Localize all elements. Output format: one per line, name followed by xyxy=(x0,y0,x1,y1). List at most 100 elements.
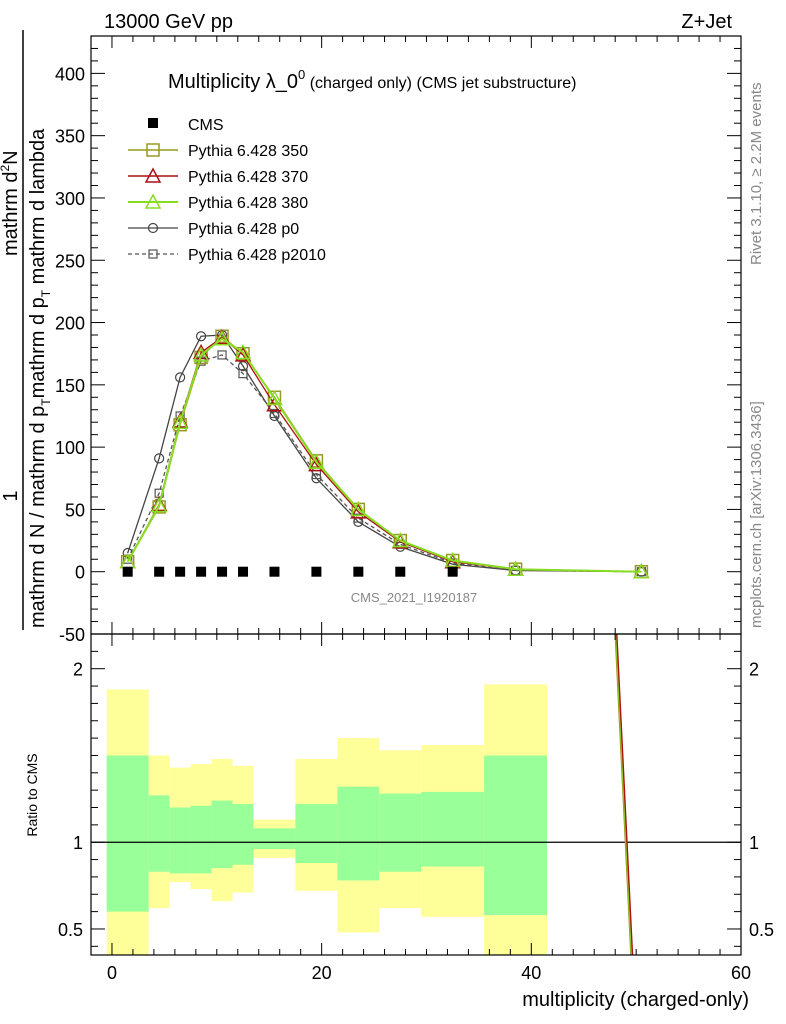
ratio-band-inner xyxy=(337,786,380,881)
data-point-p380 xyxy=(192,346,210,362)
data-point-cms xyxy=(238,566,249,577)
legend-cms-label: CMS xyxy=(188,117,224,134)
side-text-top: Rivet 3.1.10, ≥ 2.2M events xyxy=(748,83,765,266)
series-line-p370 xyxy=(127,336,642,573)
data-point-cms xyxy=(353,566,364,577)
ratio-band-inner xyxy=(232,804,254,865)
data-point-p380 xyxy=(308,453,325,469)
ratio-band-inner xyxy=(295,804,338,864)
main-title-sup: 0 xyxy=(298,67,305,82)
ratio-band-inner xyxy=(106,755,149,912)
main-title-suffix: (charged only) (CMS jet substructure) xyxy=(305,75,576,92)
data-point-p350 xyxy=(152,500,166,514)
legend-p350-marker xyxy=(146,143,160,157)
legend-p350-label: Pythia 6.428 350 xyxy=(188,143,308,160)
ylabel-top-a: mathrm d xyxy=(0,172,22,256)
data-point-p380 xyxy=(213,330,231,346)
data-point-p0 xyxy=(195,331,207,342)
ylabel-den-c: mathrm d lambda xyxy=(27,128,49,290)
data-point-p380 xyxy=(507,560,524,576)
x-tick-label: 20 xyxy=(312,963,332,983)
data-point-cms xyxy=(217,566,228,577)
ratio-band-inner xyxy=(169,807,191,874)
legend-cms-marker xyxy=(148,118,158,128)
data-point-cms xyxy=(447,566,458,577)
series-line-p2010 xyxy=(127,354,642,573)
main-y-tick-label: 150 xyxy=(55,376,85,396)
ylabel-sub-t2: T xyxy=(39,289,53,297)
legend-p0-marker xyxy=(147,222,159,234)
ratio-band-inner xyxy=(190,805,212,874)
ylabel-top-sup: 2 xyxy=(0,165,12,172)
ylabel-den-a: mathrm d N / mathrm d p xyxy=(27,406,49,628)
data-point-p2010 xyxy=(238,369,248,379)
watermark: CMS_2021_I1920187 xyxy=(351,590,478,605)
data-point-p370 xyxy=(308,455,325,472)
header-left: 13000 GeV pp xyxy=(104,11,233,33)
ratio-mc-line xyxy=(614,634,632,955)
data-point-cms xyxy=(395,566,406,577)
data-point-p0 xyxy=(154,453,165,464)
main-y-tick-label: 400 xyxy=(55,64,85,84)
series-line-p0 xyxy=(127,334,642,573)
data-point-cms xyxy=(154,566,165,577)
data-point-cms xyxy=(269,566,280,577)
ratio-band-inner xyxy=(379,793,422,872)
legend-p0-label: Pythia 6.428 p0 xyxy=(188,221,299,238)
data-point-p380 xyxy=(266,389,283,406)
ratio-y-tick-label-left: 2 xyxy=(73,660,83,680)
legend-p380-label: Pythia 6.428 380 xyxy=(188,195,308,212)
ratio-y-tick-label-right: 1 xyxy=(749,833,759,853)
x-tick-label: 40 xyxy=(521,963,541,983)
main-y-tick-label: 50 xyxy=(65,500,85,520)
ratio-y-tick-label-right: 0.5 xyxy=(749,920,774,940)
ratio-y-tick-label-left: 1 xyxy=(73,833,83,853)
side-text-bottom: mcplots.cern.ch [arXiv:1306.3436] xyxy=(748,401,765,628)
ratio-y-tick-label-right: 2 xyxy=(749,660,759,680)
ratio-band-inner xyxy=(211,800,233,869)
data-point-p2010 xyxy=(269,408,280,419)
ratio-mc-line xyxy=(616,634,634,955)
legend-p380-marker xyxy=(144,193,162,209)
ylabel-numerator: 1 xyxy=(0,490,22,501)
main-y-tick-label: 200 xyxy=(55,314,85,334)
main-y-tick-label: 0 xyxy=(75,563,85,583)
main-y-tick-label: 350 xyxy=(55,127,85,147)
data-point-p370 xyxy=(234,346,252,362)
main-y-tick-label: 100 xyxy=(55,438,85,458)
x-tick-label: 0 xyxy=(107,963,117,983)
main-y-tick-label: 250 xyxy=(55,251,85,271)
ratio-band-inner xyxy=(421,791,485,867)
data-point-p380 xyxy=(444,551,461,568)
data-point-p2010 xyxy=(217,350,227,360)
data-point-p380 xyxy=(350,500,367,517)
ratio-mc-line xyxy=(615,634,633,955)
header-right: Z+Jet xyxy=(681,11,732,33)
main-y-tick-label: 300 xyxy=(55,189,85,209)
legend-p370-label: Pythia 6.428 370 xyxy=(188,169,308,186)
ratio-ylabel: Ratio to CMS xyxy=(24,753,40,836)
legend-p370-marker xyxy=(144,167,162,183)
series-line-p380 xyxy=(126,337,642,573)
ratio-bands xyxy=(106,684,548,955)
ratio-y-tick-label-left: 0.5 xyxy=(58,920,83,940)
ylabel-sub-t1: T xyxy=(39,398,53,406)
data-point-cms xyxy=(122,566,133,577)
ratio-band-inner xyxy=(148,795,170,872)
ratio-frame xyxy=(90,633,742,956)
data-point-p380 xyxy=(150,497,168,513)
data-point-cms xyxy=(196,566,207,577)
legend-p2010-label: Pythia 6.428 p2010 xyxy=(188,247,326,264)
data-point-p380 xyxy=(392,531,409,548)
ylabel-top: mathrm d2N xyxy=(0,150,22,256)
ratio-band-inner xyxy=(253,828,296,850)
ylabel-den-b: mathrm d p xyxy=(27,297,49,398)
data-point-cms xyxy=(311,566,322,577)
main-series xyxy=(119,328,650,579)
data-point-p380 xyxy=(234,343,252,360)
data-point-p0 xyxy=(175,372,186,383)
main-ylabel: 1 mathrm d2N mathrm d N / mathrm d pTmat… xyxy=(0,30,53,630)
data-point-p380 xyxy=(633,563,650,579)
ratio-band-inner xyxy=(484,755,548,916)
